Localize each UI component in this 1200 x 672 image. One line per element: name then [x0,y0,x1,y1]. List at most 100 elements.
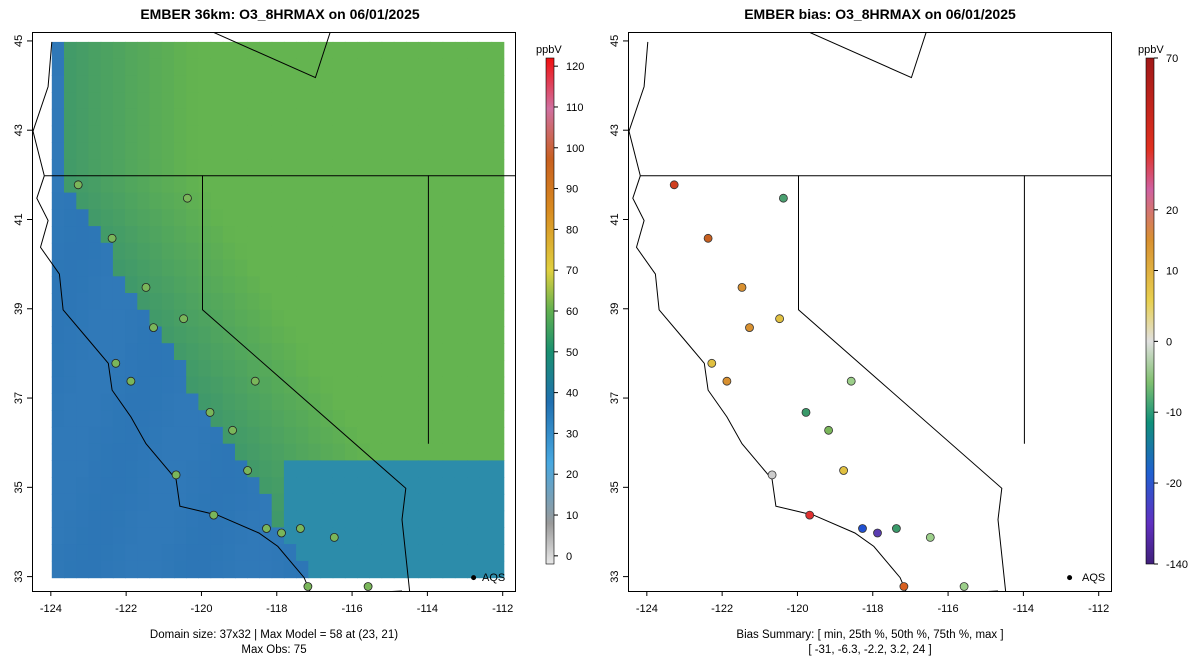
grid-cell [332,159,346,177]
grid-cell [332,226,346,244]
grid-cell [149,493,163,512]
grid-cell [112,92,126,110]
grid-cell [296,510,309,528]
grid-cell [222,309,236,328]
grid-cell [88,209,102,227]
grid-cell [283,393,297,411]
grid-cell [283,209,297,227]
grid-cell [198,175,212,194]
grid-cell [296,376,309,394]
grid-cell [259,142,273,160]
grid-cell [479,477,493,495]
grid-cell [112,326,126,344]
obs-site [303,582,313,591]
grid-cell [149,209,163,227]
grid-cell [357,544,370,562]
grid-cell [125,309,138,328]
grid-cell [479,393,493,411]
grid-cell [320,226,334,244]
grid-cell [235,410,248,428]
grid-cell [100,560,114,579]
grid-cell [137,544,151,562]
grid-cell [186,376,199,394]
grid-cell [454,477,468,495]
grid-cell [271,209,285,227]
grid-cell [125,259,138,277]
bias-site [858,524,867,533]
grid-cell [64,175,77,194]
grid-cell [296,175,309,194]
grid-cell [454,443,468,461]
grid-cell [149,92,163,110]
grid-cell [186,560,199,579]
grid-cell [479,276,493,294]
model-grid [51,41,505,579]
grid-cell [406,544,419,562]
grid-cell [161,443,175,461]
grid-cell [369,293,383,311]
grid-cell [161,209,175,227]
grid-cell [406,527,419,545]
grid-cell [112,41,126,60]
grid-cell [381,58,395,76]
bias-map[interactable] [628,32,1112,592]
grid-cell [64,343,77,361]
grid-cell [125,276,138,294]
grid-cell [381,393,395,411]
grid-cell [88,41,102,60]
coastline [36,175,311,591]
grid-cell [235,443,248,461]
grid-cell [393,276,407,294]
grid-cell [320,527,334,545]
grid-cell [76,159,90,177]
x-tick-label: -120 [786,603,808,615]
grid-cell [320,393,334,411]
bias-site [824,425,834,435]
grid-cell [332,108,346,127]
grid-cell [125,326,138,344]
grid-cell [393,75,407,93]
grid-cell [332,360,346,378]
grid-cell [320,309,334,328]
grid-cell [381,527,395,545]
grid-cell [125,75,138,93]
grid-cell [296,75,309,93]
grid-cell [137,92,151,110]
y-tick-label: 43 [609,124,621,136]
grid-cell [479,41,493,60]
grid-cell [210,209,224,227]
grid-cell [393,560,407,579]
grid-cell [430,142,444,160]
grid-cell [442,276,456,294]
x-tick-label: -124 [40,603,62,615]
grid-cell [406,209,419,227]
grid-cell [296,360,309,378]
grid-cell [296,460,309,478]
x-tick-label: -122 [711,603,733,615]
grid-cell [247,159,260,177]
grid-cell [64,426,77,445]
grid-cell [125,477,138,495]
grid-cell [381,410,395,428]
grid-cell [320,493,334,512]
grid-cell [418,493,431,512]
grid-cell [259,108,273,127]
grid-cell [320,259,334,277]
grid-cell [357,493,370,512]
y-tick-label: 41 [609,213,621,225]
obs-site [73,180,83,190]
grid-cell [357,309,370,328]
grid-cell [406,493,419,512]
grid-cell [381,376,395,394]
grid-cell [430,192,444,210]
grid-cell [235,175,248,194]
grid-cell [430,226,444,244]
grid-cell [393,242,407,261]
grid-cell [198,293,212,311]
grid-cell [174,276,187,294]
grid-cell [308,58,322,76]
model-map[interactable] [32,32,516,592]
grid-cell [344,443,358,461]
bias-site [737,282,747,292]
grid-cell [393,376,407,394]
